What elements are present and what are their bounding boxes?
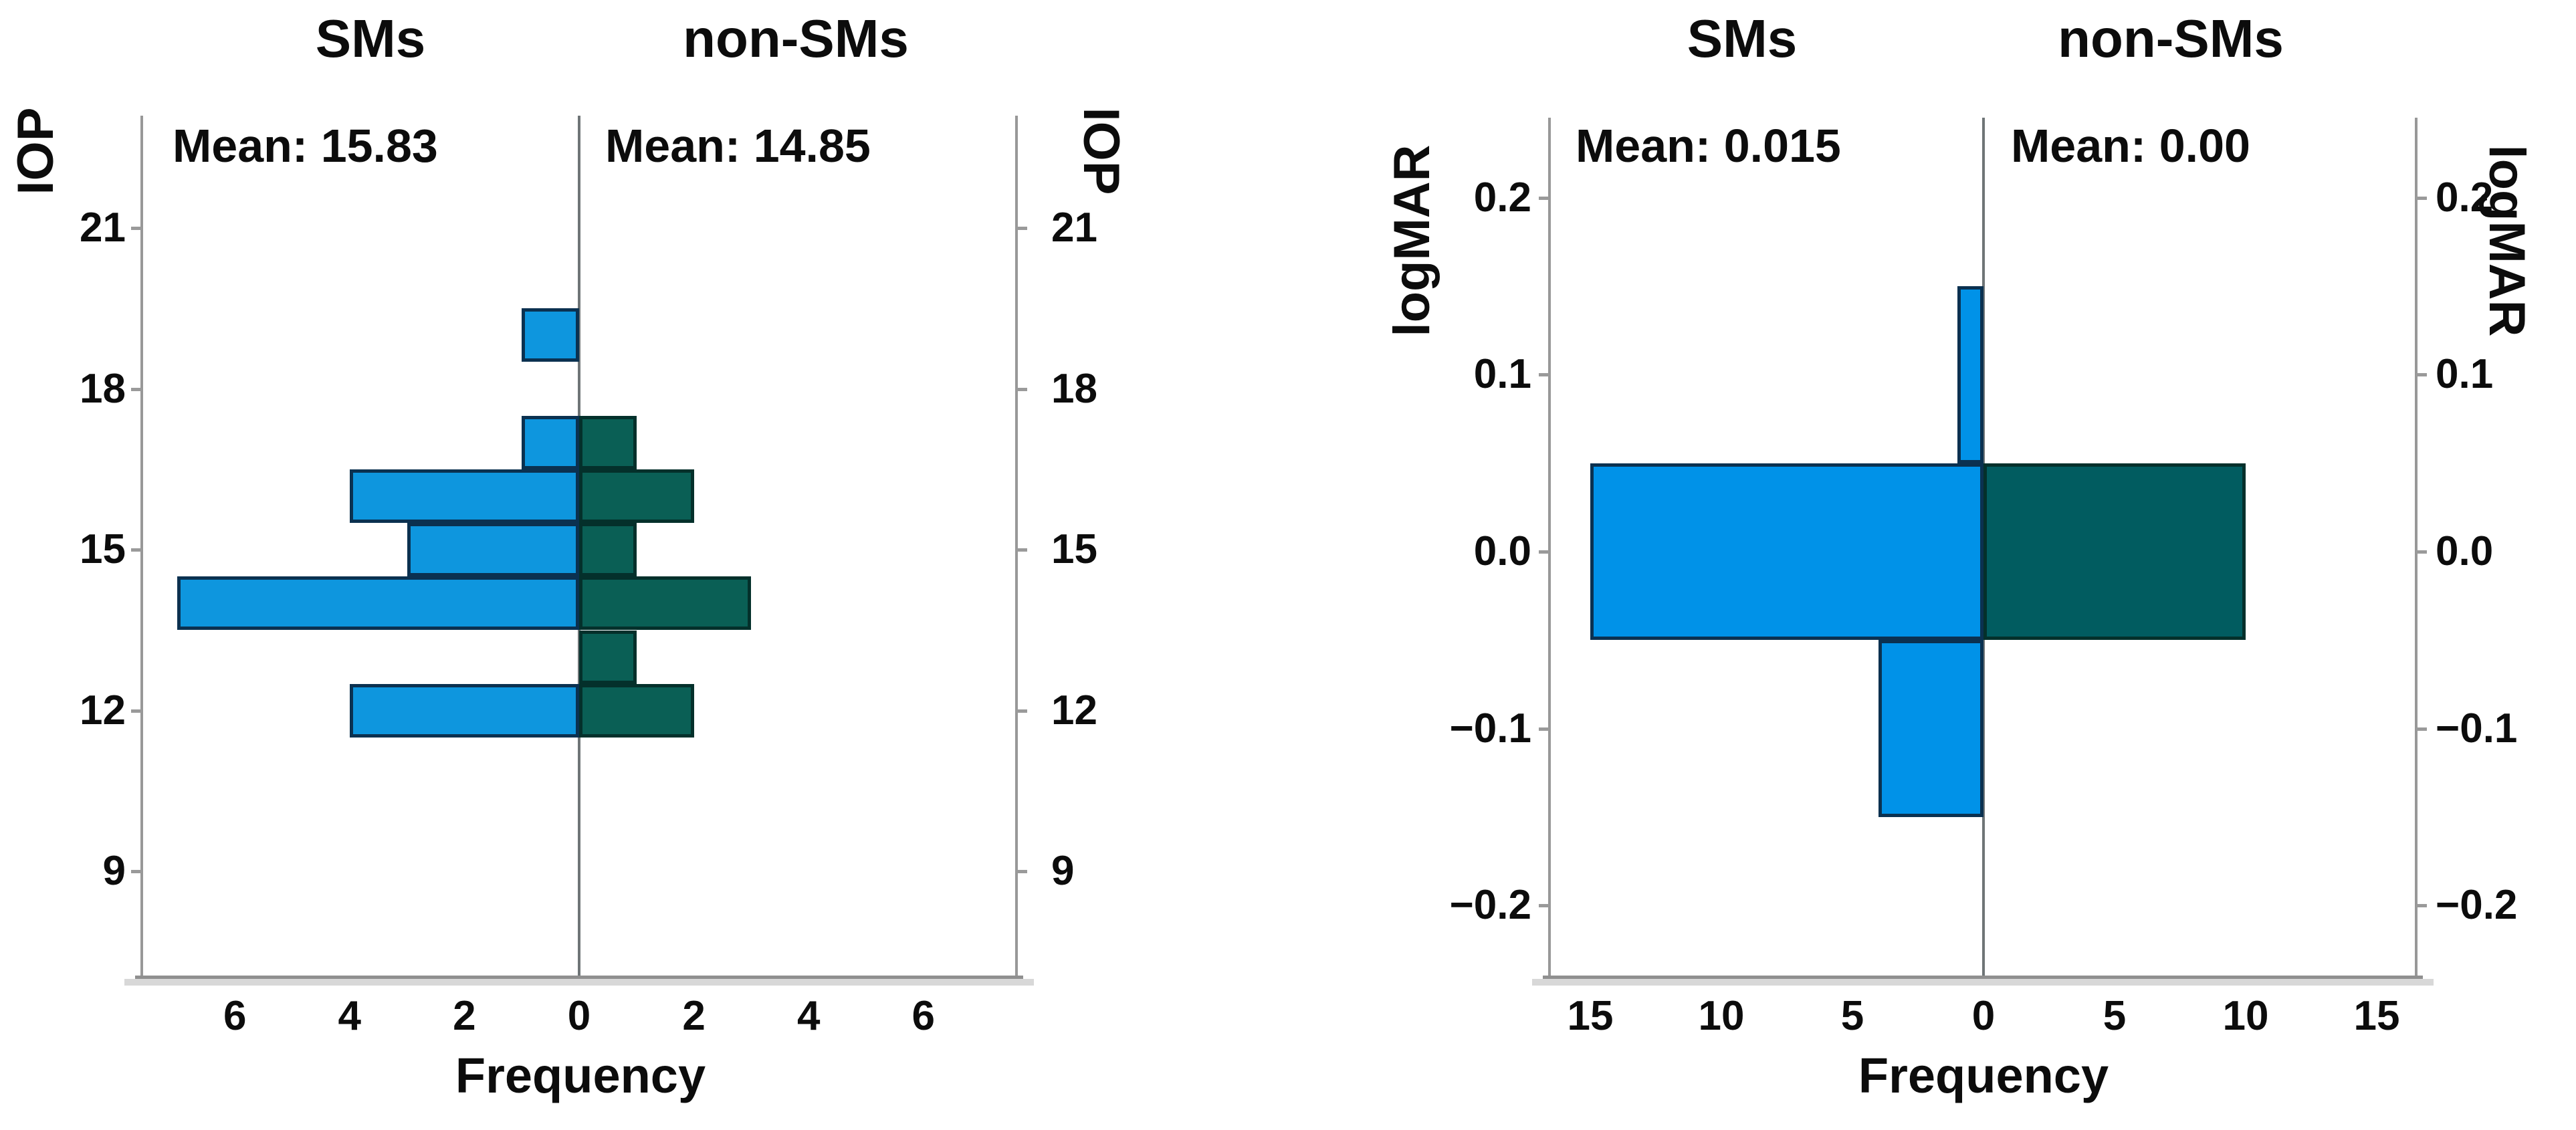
- x-tick-label: 2: [682, 993, 706, 1039]
- x-tick-label: 5: [2103, 993, 2127, 1039]
- bar-sms-iop-19: [522, 308, 579, 362]
- y-tick-label: 15: [1051, 526, 1097, 573]
- y-tick-mark: [2416, 904, 2427, 908]
- y-tick-mark: [1539, 196, 1549, 200]
- x-tick-label: 2: [453, 993, 476, 1039]
- x-tick-label: 4: [338, 993, 362, 1039]
- x-tick-label: 6: [911, 993, 936, 1039]
- y-tick-label: 0.2: [1473, 174, 1531, 221]
- y-tick-label: 0.1: [2436, 351, 2494, 398]
- y-tick-label: 0.0: [2436, 528, 2494, 574]
- left-axis-line: [1548, 118, 1551, 978]
- iop-mean-sms: Mean: 15.83: [173, 120, 438, 172]
- bar-sms-iop-14: [177, 576, 579, 631]
- logmar-panel-title-sms: SMs: [1687, 9, 1798, 68]
- y-tick-label: −0.1: [2436, 705, 2518, 752]
- bar-nonsms-iop-14: [579, 576, 752, 631]
- y-tick-label: 0.1: [1473, 351, 1531, 398]
- x-tick-label: 6: [223, 993, 247, 1039]
- bottom-axis-line: [135, 976, 1023, 979]
- y-tick-mark: [131, 548, 142, 552]
- y-tick-mark: [131, 227, 142, 230]
- y-tick-label: 0.2: [2436, 174, 2494, 221]
- bar-sms-iop-12: [349, 683, 579, 738]
- bar-sms-iop-15: [407, 523, 579, 577]
- bar-nonsms-iop-16: [579, 469, 694, 524]
- iop-panel-title-nonsms: non-SMs: [683, 9, 909, 68]
- y-tick-label: 21: [80, 205, 126, 251]
- bar-sms-iop-16: [349, 469, 579, 524]
- x-tick-label: 10: [2222, 993, 2269, 1039]
- y-tick-mark: [2416, 727, 2427, 731]
- y-tick-label: 9: [1051, 848, 1075, 895]
- y-tick-label: 18: [80, 365, 126, 412]
- y-tick-mark: [131, 387, 142, 391]
- y-tick-mark: [1016, 548, 1027, 552]
- y-tick-mark: [2416, 373, 2427, 377]
- y-tick-label: 12: [1051, 687, 1097, 733]
- x-tick-label: 15: [2353, 993, 2400, 1039]
- y-tick-mark: [2416, 196, 2427, 200]
- y-tick-mark: [1539, 373, 1549, 377]
- right-axis-line: [2415, 118, 2418, 978]
- y-tick-label: −0.2: [1449, 882, 1531, 929]
- y-tick-mark: [131, 709, 142, 713]
- bar-sms-iop-17: [522, 415, 579, 469]
- y-tick-label: −0.1: [1449, 705, 1531, 752]
- y-tick-mark: [1016, 870, 1027, 874]
- right-axis-line: [1015, 116, 1018, 978]
- y-tick-mark: [1539, 727, 1549, 731]
- bottom-axis-line: [1543, 976, 2423, 979]
- bottom-axis-shadow: [124, 979, 1034, 986]
- logmar-panel-title-nonsms: non-SMs: [2058, 9, 2284, 68]
- logmar-mean-sms: Mean: 0.015: [1576, 120, 1841, 172]
- y-tick-mark: [1016, 387, 1027, 391]
- iop-y-axis-label-left: IOP: [7, 107, 64, 195]
- x-tick-label: 4: [796, 993, 821, 1039]
- logmar-mean-nonsms: Mean: 0.00: [2011, 120, 2250, 172]
- bar-sms-logmar-0.1: [1957, 286, 1983, 463]
- bar-nonsms-logmar-0: [1983, 463, 2246, 641]
- y-tick-mark: [1539, 904, 1549, 908]
- iop-x-axis-label: Frequency: [455, 1048, 706, 1103]
- y-tick-mark: [1016, 227, 1027, 230]
- bottom-axis-shadow: [1532, 979, 2434, 986]
- x-tick-label: 15: [1567, 993, 1614, 1039]
- y-tick-mark: [131, 870, 142, 874]
- logmar-x-axis-label: Frequency: [1858, 1048, 2109, 1103]
- y-tick-label: 15: [80, 526, 126, 573]
- bar-nonsms-iop-12: [579, 683, 694, 738]
- y-tick-label: 18: [1051, 365, 1097, 412]
- logmar-y-axis-label-right: logMAR: [2478, 144, 2535, 337]
- logmar-y-axis-label-left: logMAR: [1384, 144, 1440, 337]
- iop-panel-title-sms: SMs: [315, 9, 426, 68]
- y-tick-mark: [2416, 550, 2427, 554]
- bar-sms-logmar--0.1: [1879, 640, 1983, 818]
- y-tick-label: −0.2: [2436, 882, 2518, 929]
- x-tick-label: 0: [1971, 993, 1996, 1039]
- left-axis-line: [140, 116, 143, 978]
- y-tick-label: 9: [102, 848, 126, 895]
- bar-nonsms-iop-15: [579, 523, 637, 577]
- bar-nonsms-iop-13: [579, 630, 637, 684]
- x-tick-label: 10: [1698, 993, 1745, 1039]
- iop-mean-nonsms: Mean: 14.85: [605, 120, 871, 172]
- y-tick-label: 0.0: [1473, 528, 1531, 574]
- y-tick-mark: [1539, 550, 1549, 554]
- bar-sms-logmar-0: [1590, 463, 1983, 641]
- bar-nonsms-iop-17: [579, 415, 637, 469]
- y-tick-label: 21: [1051, 205, 1097, 251]
- x-tick-label: 5: [1840, 993, 1864, 1039]
- y-tick-mark: [1016, 709, 1027, 713]
- iop-y-axis-label-right: IOP: [1073, 107, 1130, 195]
- y-tick-label: 12: [80, 687, 126, 733]
- x-tick-label: 0: [567, 993, 591, 1039]
